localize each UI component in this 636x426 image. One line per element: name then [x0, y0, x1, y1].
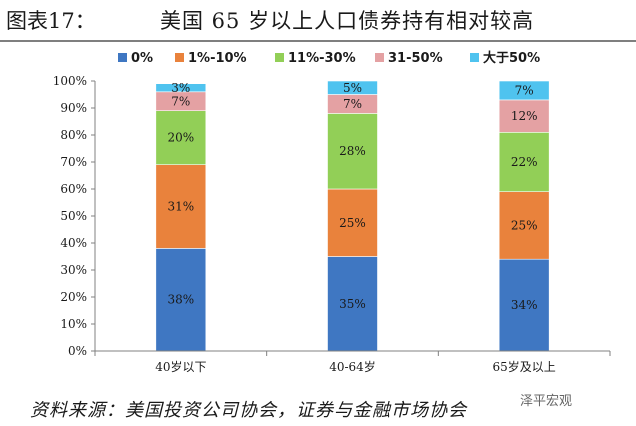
x-category-label-2: 65岁及以上	[493, 359, 556, 374]
legend-swatch-0	[118, 53, 127, 62]
figure-title: 美国 65 岁以上人口债券持有相对较高	[160, 9, 535, 33]
x-axis: 40岁以下 40-64岁 65岁及以上	[94, 350, 611, 374]
bar-segment-1-0	[327, 256, 378, 352]
bar-segment-2-4	[498, 80, 550, 101]
bar-segment-2-1	[498, 191, 550, 260]
data-label-0-4: 3%	[171, 81, 190, 95]
title-bar: 图表17： 美国 65 岁以上人口债券持有相对较高	[0, 0, 636, 42]
legend-swatch-1	[175, 53, 184, 62]
bar-segment-2-0	[498, 258, 550, 352]
x-category-label-0: 40岁以下	[155, 359, 206, 374]
y-tick-label-5: 50%	[60, 209, 87, 223]
data-label-1-0: 35%	[339, 297, 366, 311]
bars-group: 38%31%20%7%3%35%25%28%7%5%34%25%22%12%7%	[155, 80, 550, 352]
y-axis: 0% 10% 20% 30% 40% 50% 60% 70% 80% 90% 100%	[53, 74, 96, 358]
legend-label-0: 0%	[131, 51, 153, 66]
x-category-label-1: 40-64岁	[329, 359, 376, 374]
y-tick-label-6: 60%	[60, 182, 87, 196]
legend-item-1: 1%-10%	[175, 51, 247, 66]
data-label-0-1: 31%	[167, 200, 194, 214]
bar-segment-0-1	[155, 164, 207, 249]
legend-swatch-2	[275, 53, 284, 62]
data-label-1-1: 25%	[339, 216, 366, 230]
y-tick-label-8: 80%	[60, 128, 87, 142]
data-label-0-3: 7%	[171, 94, 190, 108]
y-tick-label-1: 10%	[60, 317, 87, 331]
data-label-0-0: 38%	[167, 293, 194, 307]
y-tick-label-7: 70%	[60, 155, 87, 169]
bar-segment-2-2	[498, 132, 550, 193]
legend-item-4: 大于50%	[470, 50, 540, 66]
data-label-1-3: 7%	[343, 97, 362, 111]
legend-swatch-4	[470, 53, 479, 62]
data-label-2-3: 12%	[511, 109, 538, 123]
y-tick-label-2: 20%	[60, 290, 87, 304]
bar-segment-1-2	[327, 113, 378, 190]
legend-label-1: 1%-10%	[188, 51, 247, 66]
legend-item-2: 11%-30%	[275, 51, 356, 66]
y-tick-label-0: 0%	[68, 344, 87, 358]
data-label-2-0: 34%	[511, 298, 538, 312]
chart-legend: 0% 1%-10% 11%-30% 31-50% 大于50%	[118, 50, 540, 66]
legend-label-2: 11%-30%	[288, 51, 356, 66]
data-label-2-4: 7%	[515, 83, 534, 97]
legend-label-4: 大于50%	[483, 50, 540, 66]
data-label-2-2: 22%	[511, 155, 538, 169]
bar-segment-2-3	[498, 99, 550, 133]
data-label-2-1: 25%	[511, 218, 538, 232]
stacked-bar-chart: 0% 1%-10% 11%-30% 31-50% 大于50% 0% 10% 20% 30% 40…	[53, 50, 611, 374]
y-tick-label-10: 100%	[53, 74, 87, 88]
data-label-1-4: 5%	[343, 81, 362, 95]
watermark-text: 泽平宏观	[520, 394, 573, 409]
y-tick-label-9: 90%	[60, 101, 87, 115]
bar-segment-1-4	[327, 80, 378, 95]
y-tick-label-3: 30%	[60, 263, 87, 277]
data-label-1-2: 28%	[339, 144, 366, 158]
y-tick-label-4: 40%	[60, 236, 87, 250]
source-note: 资料来源：美国投资公司协会，证券与金融市场协会	[30, 400, 467, 421]
legend-swatch-3	[375, 53, 384, 62]
data-label-0-2: 20%	[167, 131, 194, 145]
legend-item-3: 31-50%	[375, 51, 443, 66]
bar-segment-0-4	[155, 83, 207, 93]
bar-segment-0-0	[155, 248, 207, 352]
figure-label: 图表17：	[6, 9, 96, 33]
legend-label-3: 31-50%	[388, 51, 443, 66]
legend-item-0: 0%	[118, 51, 153, 66]
